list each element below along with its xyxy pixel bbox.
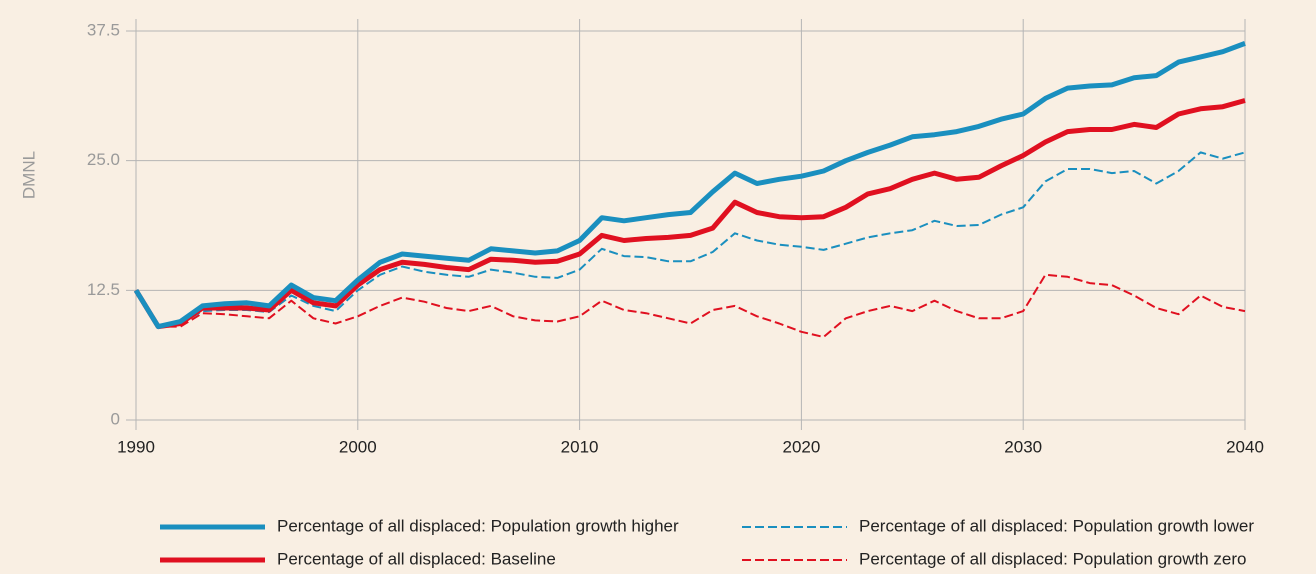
y-tick-label: 12.5 bbox=[87, 280, 120, 299]
series-line bbox=[133, 98, 1246, 330]
y-tick-label: 37.5 bbox=[87, 20, 120, 39]
legend-label: Percentage of all displaced: Population … bbox=[859, 549, 1246, 568]
x-tick-label: 2040 bbox=[1226, 437, 1264, 456]
legend-label: Percentage of all displaced: Population … bbox=[277, 516, 679, 535]
x-tick-label: 2020 bbox=[782, 437, 820, 456]
y-tick-label: 0 bbox=[111, 409, 120, 428]
x-tick-label: 1990 bbox=[117, 437, 155, 456]
series-line bbox=[133, 41, 1246, 330]
y-axis-label: DMNL bbox=[19, 151, 38, 199]
y-tick-label: 25.0 bbox=[87, 150, 120, 169]
series-line bbox=[135, 273, 1246, 338]
x-tick-label: 2030 bbox=[1004, 437, 1042, 456]
x-tick-label: 2010 bbox=[561, 437, 599, 456]
series-line bbox=[135, 151, 1246, 328]
legend-label: Percentage of all displaced: Baseline bbox=[277, 549, 556, 568]
x-tick-label: 2000 bbox=[339, 437, 377, 456]
legend-label: Percentage of all displaced: Population … bbox=[859, 516, 1254, 535]
